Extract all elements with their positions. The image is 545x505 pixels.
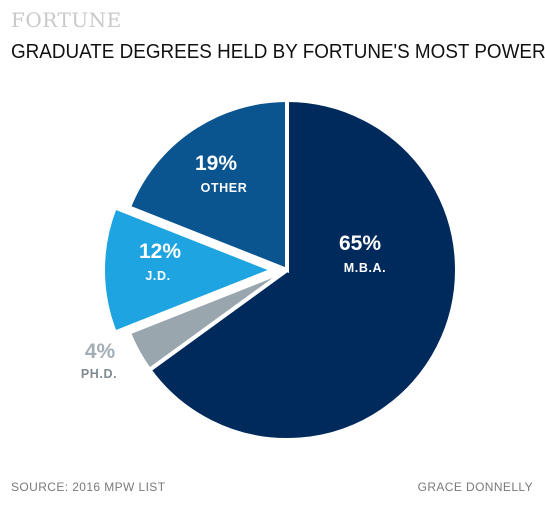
slice-value-label: 19% — [195, 152, 237, 175]
pie-slice-ph-d — [126, 268, 289, 373]
source-note: SOURCE: 2016 MPW LIST — [11, 480, 166, 494]
slice-value-label: 12% — [139, 240, 181, 263]
fortune-logo: FORTUNE — [11, 8, 122, 32]
slice-category-label: OTHER — [201, 181, 248, 195]
pie-slice-other — [126, 97, 289, 273]
pie-slices — [101, 97, 459, 442]
slice-category-label: PH.D. — [81, 367, 117, 381]
slice-value-label: 65% — [339, 232, 381, 255]
slice-category-label: J.D. — [145, 269, 170, 283]
chart-title: GRADUATE DEGREES HELD BY FORTUNE'S MOST … — [11, 40, 545, 63]
pie-slice-m-b-a — [146, 97, 459, 442]
pie-labels: 65% M.B.A. 4% PH.D. 12% J.D. 19% OTHER — [81, 152, 386, 381]
slice-value-label: 4% — [85, 340, 116, 363]
pie-slice-j-d — [101, 204, 279, 336]
slice-category-label: M.B.A. — [344, 261, 387, 275]
author-credit: GRACE DONNELLY — [417, 480, 533, 494]
